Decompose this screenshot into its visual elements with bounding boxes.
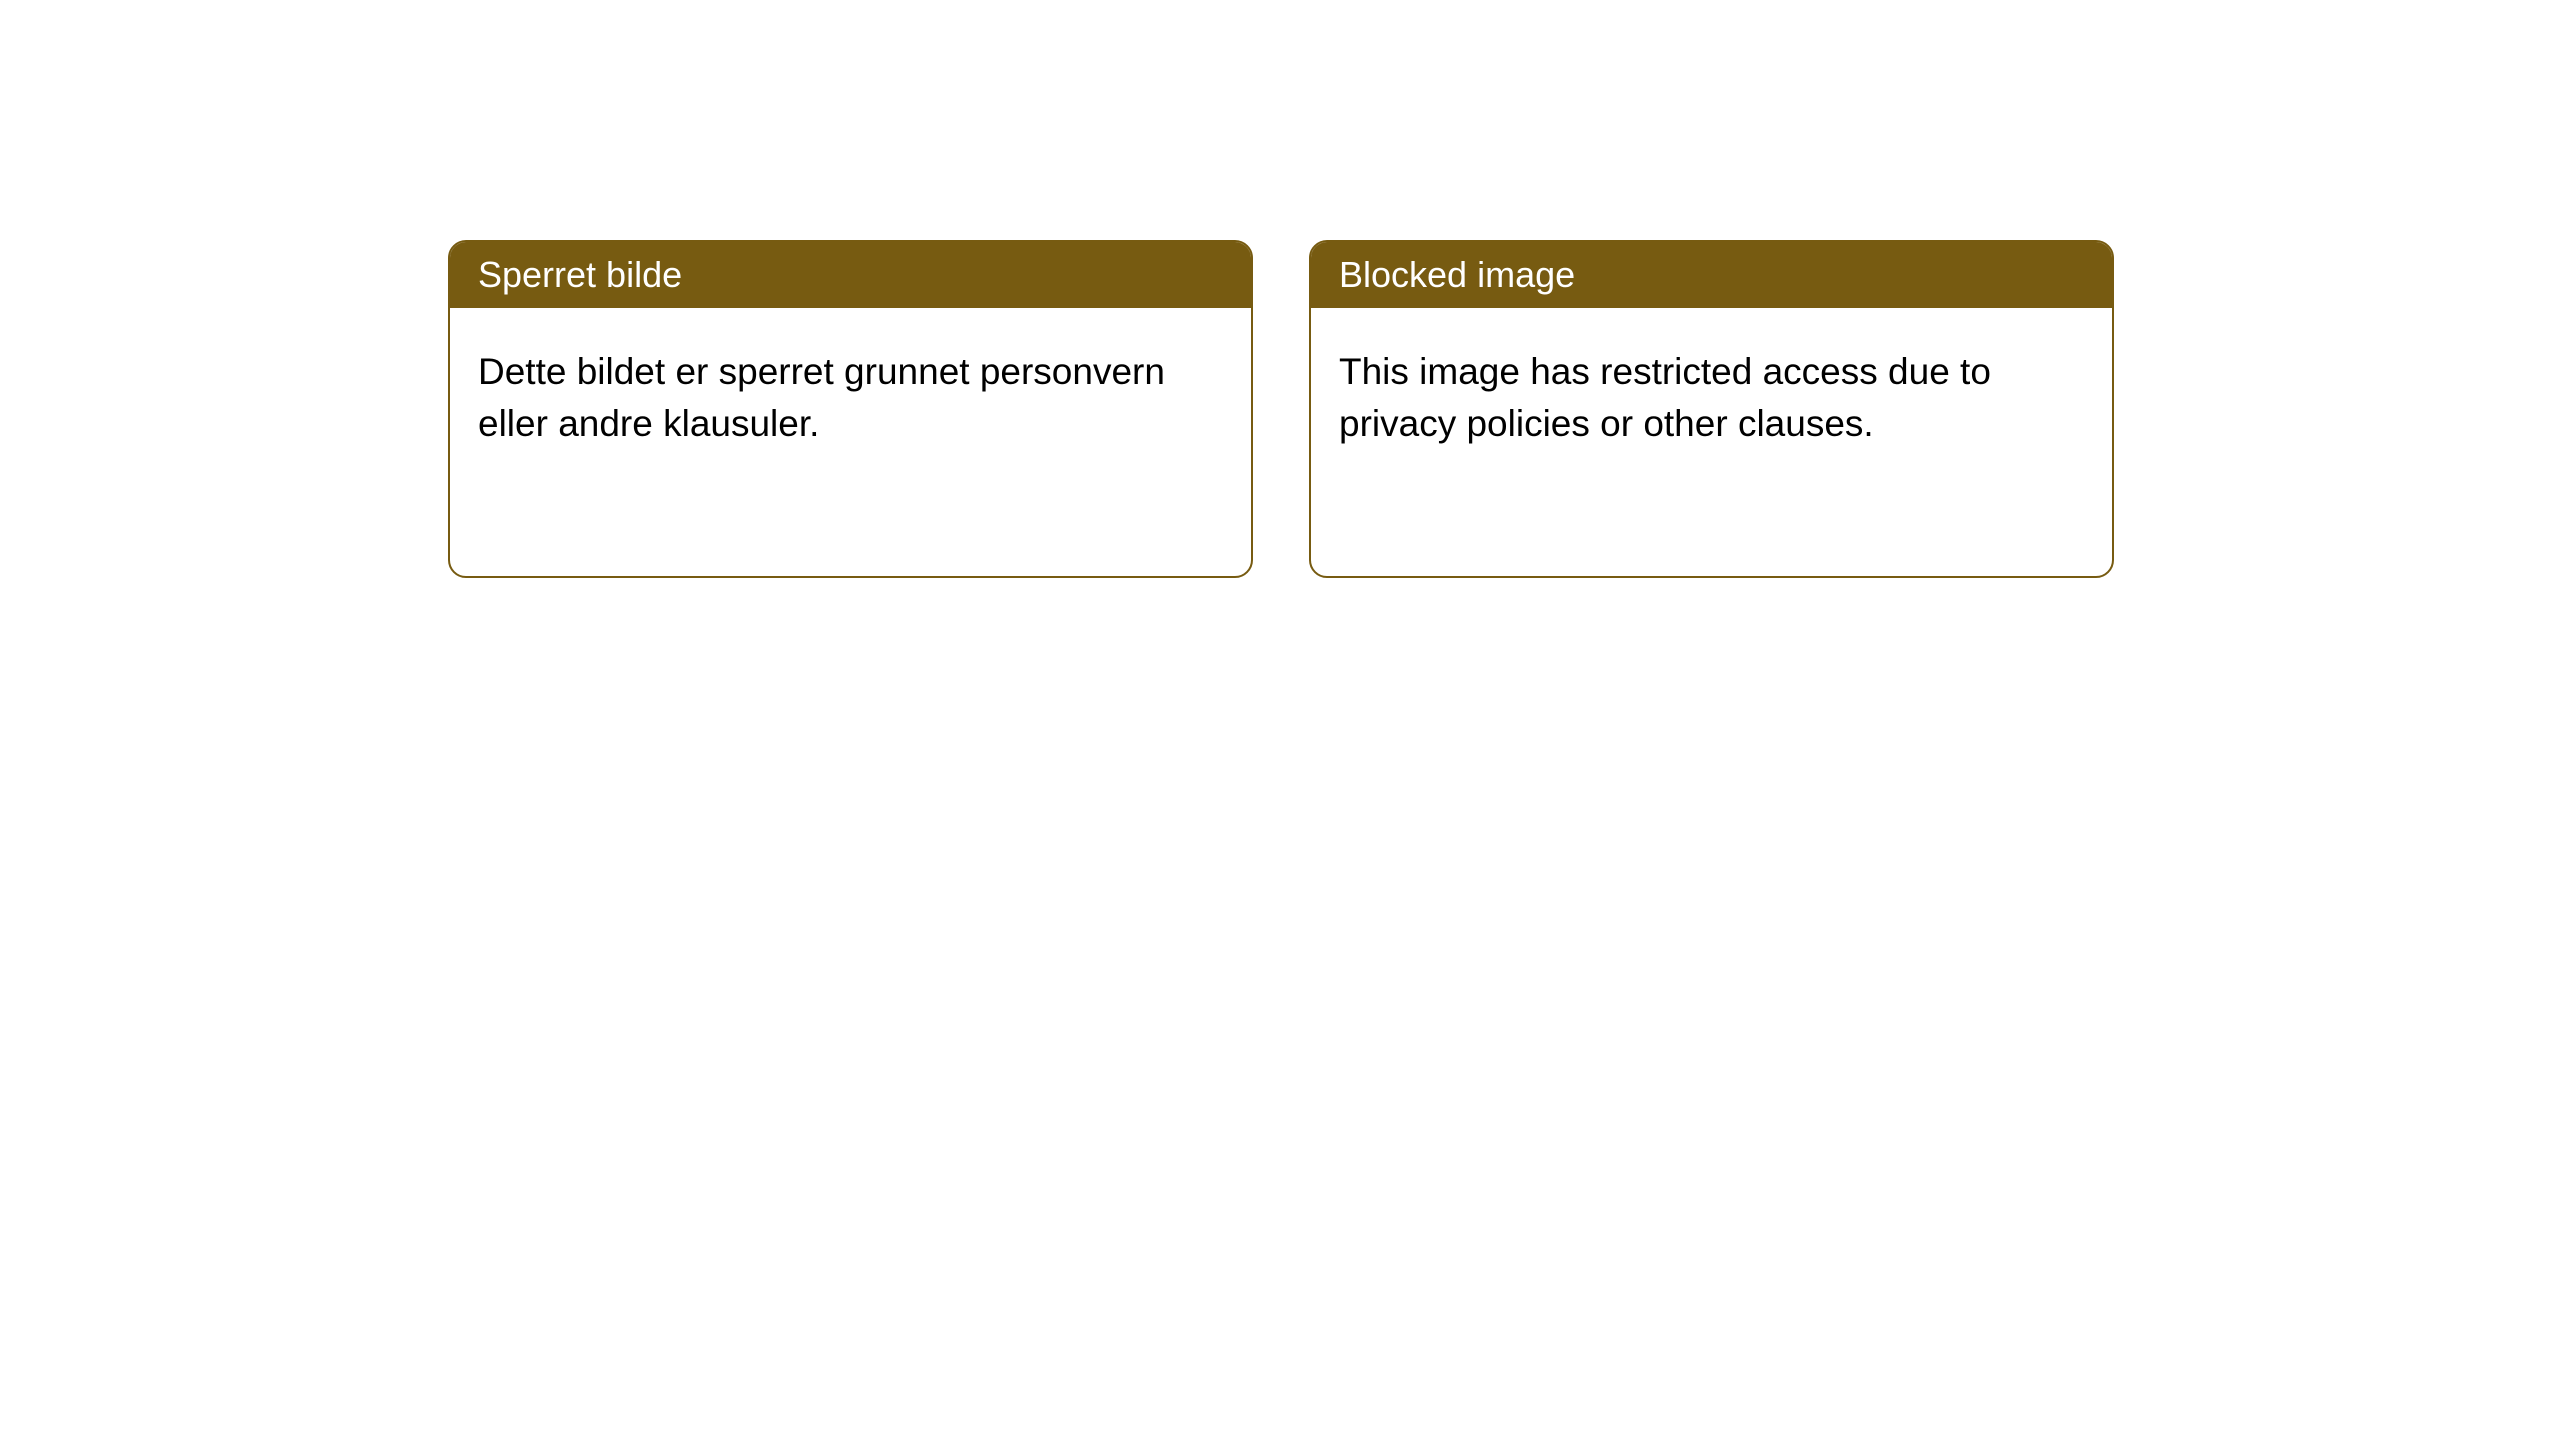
notice-title: Blocked image [1339, 254, 1575, 295]
notice-text: Dette bildet er sperret grunnet personve… [478, 346, 1223, 450]
notice-card-no: Sperret bilde Dette bildet er sperret gr… [448, 240, 1253, 578]
notice-header-no: Sperret bilde [450, 242, 1251, 308]
notice-card-en: Blocked image This image has restricted … [1309, 240, 2114, 578]
notice-container: Sperret bilde Dette bildet er sperret gr… [0, 0, 2560, 578]
notice-header-en: Blocked image [1311, 242, 2112, 308]
notice-body-no: Dette bildet er sperret grunnet personve… [450, 308, 1251, 576]
notice-body-en: This image has restricted access due to … [1311, 308, 2112, 576]
notice-title: Sperret bilde [478, 254, 682, 295]
notice-text: This image has restricted access due to … [1339, 346, 2084, 450]
